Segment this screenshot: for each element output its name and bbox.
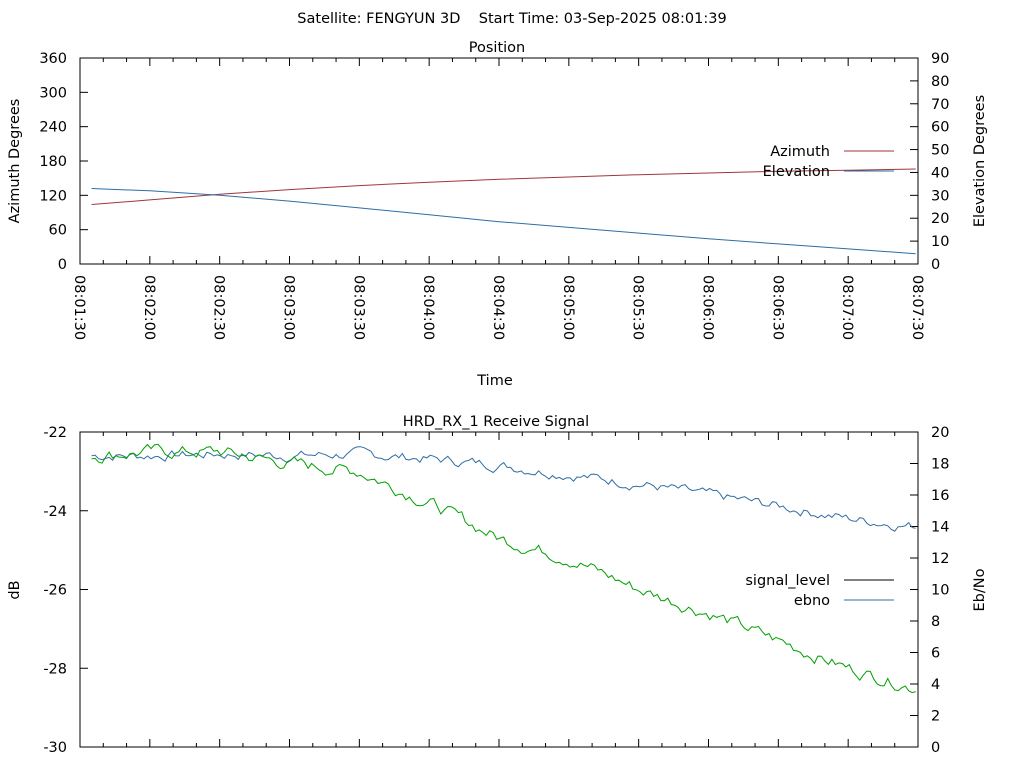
position-chart: Position Azimuth Degrees Elevation Degre…: [7, 40, 988, 389]
db-y-tick-label: -30: [43, 740, 67, 756]
elevation-y2-tick-label: 40: [931, 165, 949, 181]
ebno-y2-tick-label: 12: [931, 551, 949, 567]
db-y-tick-label: -26: [43, 583, 67, 599]
db-y-tick-label: -28: [43, 661, 67, 677]
position-x-tick-label: 08:04:00: [420, 275, 436, 340]
db-y-tick-label: -24: [43, 504, 67, 520]
azimuth-y-tick-label: 360: [39, 51, 67, 67]
elevation-y2-tick-label: 30: [931, 188, 949, 204]
position-ticks: 0 60 120 180 240 300 360 0 10 20 30 40 50 60 70 80 90 08:…: [39, 51, 949, 340]
ebno-y2-tick-label: 4: [931, 677, 940, 693]
elevation-y2-tick-label: 60: [931, 120, 949, 136]
position-y-axis-label: Azimuth Degrees: [7, 99, 23, 224]
receive-signal-chart: HRD_RX_1 Receive Signal dB Eb/No -30-28-…: [7, 414, 988, 756]
elevation-y2-tick-label: 10: [931, 234, 949, 250]
position-legend-label: Elevation: [763, 164, 830, 180]
ebno-y2-tick-label: 16: [931, 488, 949, 504]
position-x-tick-label: 08:05:30: [630, 275, 646, 340]
ebno-y2-tick-label: 14: [931, 520, 949, 536]
elevation-y2-tick-label: 20: [931, 211, 949, 227]
ebno-line: [91, 446, 916, 532]
ebno-y2-tick-label: 6: [931, 646, 940, 662]
signal-legend-label: signal_level: [745, 573, 830, 589]
position-legend-label: Azimuth: [770, 144, 830, 160]
position-chart-title: Position: [469, 40, 525, 56]
signal-ticks: -30 -28 -26 -24 -22 0 2 4 6 8 10 12 14 16 18 20: [43, 425, 949, 756]
position-x-tick-label: 08:05:00: [560, 275, 576, 340]
position-x-tick-label: 08:06:30: [769, 275, 785, 340]
position-legend: Azimuth Elevation: [763, 144, 894, 180]
elevation-y2-tick-label: 0: [931, 257, 940, 273]
page-title: Satellite: FENGYUN 3D Start Time: 03-Sep…: [297, 11, 726, 27]
elevation-y2-tick-label: 90: [931, 51, 949, 67]
position-x-tick-label: 08:02:30: [211, 275, 227, 340]
position-x-axis-label: Time: [476, 373, 513, 389]
ebno-y2-tick-label: 8: [931, 614, 940, 630]
azimuth-y-tick-label: 60: [49, 223, 67, 239]
position-x-tick-label: 08:06:00: [700, 275, 716, 340]
azimuth-y-tick-label: 300: [39, 85, 67, 101]
position-x-tick-label: 08:04:30: [490, 275, 506, 340]
position-plot-frame: [79, 57, 919, 265]
azimuth-line: [91, 168, 916, 205]
elevation-y2-tick-label: 50: [931, 143, 949, 159]
position-x-tick-label: 08:07:00: [839, 275, 855, 340]
azimuth-y-tick-label: 180: [39, 154, 67, 170]
signal-y2-axis-label: Eb/No: [972, 568, 988, 611]
signal-y-axis-label: dB: [7, 580, 23, 599]
elevation-y2-tick-label: 70: [931, 97, 949, 113]
ebno-y2-tick-label: 20: [931, 425, 949, 441]
receive-signal-chart-title: HRD_RX_1 Receive Signal: [403, 414, 589, 430]
position-x-tick-label: 08:07:30: [909, 275, 925, 340]
elevation-line: [91, 188, 916, 255]
elevation-y2-tick-label: 80: [931, 74, 949, 90]
azimuth-y-tick-label: 0: [58, 257, 67, 273]
azimuth-y-tick-label: 240: [39, 120, 67, 136]
signal-legend-label: ebno: [794, 593, 830, 609]
ebno-y2-tick-label: 0: [931, 740, 940, 756]
ebno-y2-tick-label: 18: [931, 457, 949, 473]
position-x-tick-label: 08:02:00: [141, 275, 157, 340]
signal-plot-frame: [79, 431, 919, 748]
ebno-y2-tick-label: 10: [931, 583, 949, 599]
position-y2-axis-label: Elevation Degrees: [972, 95, 988, 227]
db-y-tick-label: -22: [43, 425, 67, 441]
signal-series: [91, 443, 916, 694]
position-x-tick-label: 08:03:30: [350, 275, 366, 340]
position-x-tick-label: 08:01:30: [71, 275, 87, 340]
azimuth-y-tick-label: 120: [39, 188, 67, 204]
level-line: [91, 443, 916, 694]
position-x-tick-label: 08:03:00: [281, 275, 297, 340]
ebno-y2-tick-label: 2: [931, 709, 940, 725]
position-series: [91, 168, 916, 255]
